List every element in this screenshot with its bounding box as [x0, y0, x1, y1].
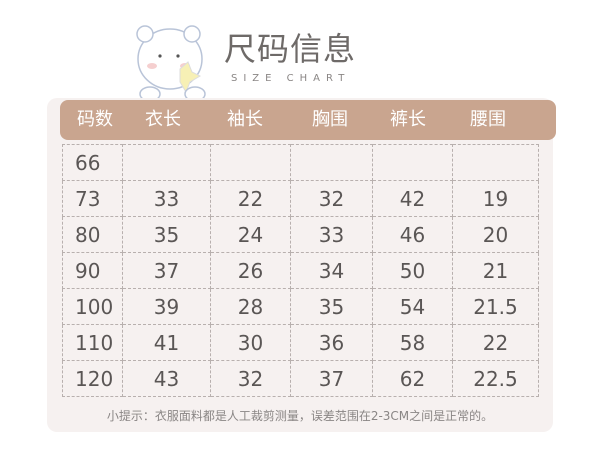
page-subtitle: SIZE CHART — [231, 73, 351, 84]
table-cell: 73 — [62, 180, 123, 217]
table-cell: 58 — [372, 324, 453, 361]
table-cell — [290, 144, 373, 181]
header-sleeve: 袖长 — [227, 109, 263, 130]
table-cell: 35 — [290, 288, 373, 325]
table-cell: 90 — [62, 252, 123, 289]
header-size: 码数 — [77, 109, 113, 130]
table-cell — [210, 144, 291, 181]
table-cell: 50 — [372, 252, 453, 289]
table-cell: 42 — [372, 180, 453, 217]
table-row: 73 33 22 32 42 19 — [62, 180, 539, 217]
table-cell: 35 — [122, 216, 211, 253]
table-cell: 30 — [210, 324, 291, 361]
table-cell: 21 — [452, 252, 539, 289]
table-cell: 37 — [290, 360, 373, 397]
table-row: 90 37 26 34 50 21 — [62, 252, 539, 289]
table-cell: 36 — [290, 324, 373, 361]
table-cell: 24 — [210, 216, 291, 253]
table-cell: 62 — [372, 360, 453, 397]
table-cell: 43 — [122, 360, 211, 397]
table-cell: 110 — [62, 324, 123, 361]
table-cell: 37 — [122, 252, 211, 289]
table-cell: 80 — [62, 216, 123, 253]
table-cell: 19 — [452, 180, 539, 217]
table-cell: 33 — [122, 180, 211, 217]
table-row: 80 35 24 33 46 20 — [62, 216, 539, 253]
page-title: 尺码信息 — [224, 30, 357, 68]
table-cell: 39 — [122, 288, 211, 325]
table-cell: 32 — [290, 180, 373, 217]
table-row: 120 43 32 37 62 22.5 — [62, 360, 539, 397]
table-cell: 32 — [210, 360, 291, 397]
table-cell: 100 — [62, 288, 123, 325]
header-length: 衣长 — [145, 109, 181, 130]
table-cell: 26 — [210, 252, 291, 289]
table-cell: 120 — [62, 360, 123, 397]
table-cell: 22.5 — [452, 360, 539, 397]
table-cell: 22 — [210, 180, 291, 217]
header-chest: 胸围 — [312, 109, 348, 130]
table-cell — [122, 144, 211, 181]
table-cell: 22 — [452, 324, 539, 361]
header-pants: 裤长 — [390, 109, 426, 130]
bear-illustration — [136, 25, 206, 102]
table-header: 码数 衣长 袖长 胸围 裤长 腰围 — [60, 100, 556, 140]
table-cell: 46 — [372, 216, 453, 253]
table-cell: 28 — [210, 288, 291, 325]
table-cell: 33 — [290, 216, 373, 253]
table-cell: 66 — [62, 144, 123, 181]
measurement-note: 小提示：衣服面料都是人工裁剪测量，误差范围在2-3CM之间是正常的。 — [106, 409, 494, 423]
table-cell: 34 — [290, 252, 373, 289]
table-cell: 41 — [122, 324, 211, 361]
header-waist: 腰围 — [470, 109, 506, 130]
table-row: 66 — [62, 144, 539, 181]
table-row: 110 41 30 36 58 22 — [62, 324, 539, 361]
table-cell — [372, 144, 453, 181]
table-cell: 21.5 — [452, 288, 539, 325]
table-cell: 20 — [452, 216, 539, 253]
table-cell — [452, 144, 539, 181]
size-table: 66 73 33 22 32 42 19 80 35 24 33 46 20 90 37 26 34 50 21 10… — [62, 144, 539, 397]
table-cell: 54 — [372, 288, 453, 325]
table-row: 100 39 28 35 54 21.5 — [62, 288, 539, 325]
